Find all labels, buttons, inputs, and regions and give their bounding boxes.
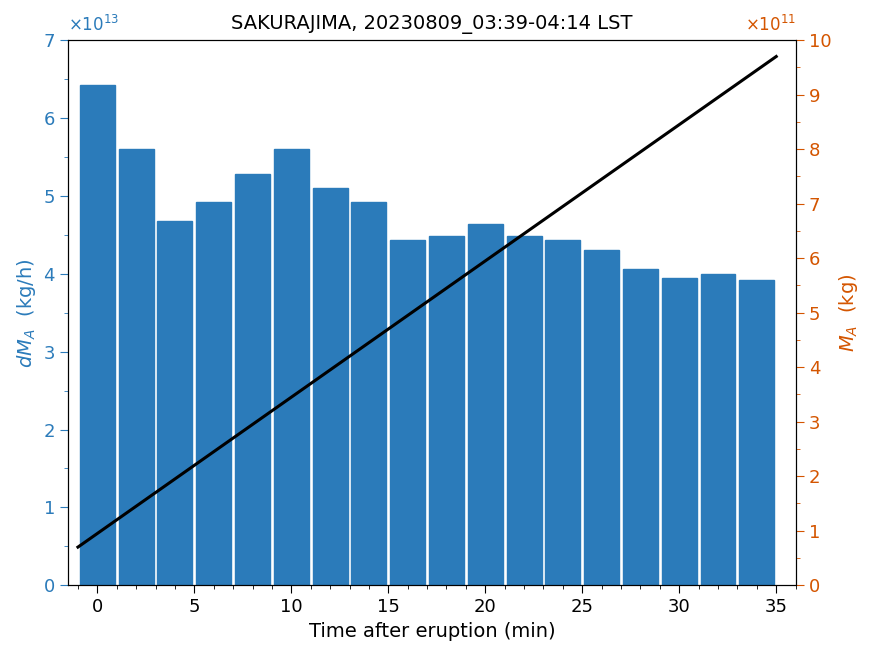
Bar: [545, 239, 580, 585]
Bar: [662, 278, 696, 585]
Bar: [274, 149, 309, 585]
Text: $\times 10^{13}$: $\times 10^{13}$: [68, 14, 119, 35]
Bar: [119, 149, 154, 585]
Y-axis label: $M_A$  (kg): $M_A$ (kg): [837, 274, 860, 352]
Bar: [196, 202, 231, 585]
Bar: [390, 239, 425, 585]
Title: SAKURAJIMA, 20230809_03:39-04:14 LST: SAKURAJIMA, 20230809_03:39-04:14 LST: [231, 15, 633, 34]
Bar: [80, 85, 115, 585]
Bar: [158, 221, 192, 585]
Bar: [468, 224, 503, 585]
Bar: [739, 280, 774, 585]
Y-axis label: $dM_A$  (kg/h): $dM_A$ (kg/h): [15, 258, 38, 367]
Bar: [584, 251, 619, 585]
Bar: [507, 236, 542, 585]
Bar: [352, 202, 387, 585]
Bar: [235, 174, 270, 585]
Bar: [623, 269, 658, 585]
Bar: [312, 188, 347, 585]
Bar: [429, 236, 464, 585]
Bar: [701, 274, 736, 585]
Text: $\times 10^{11}$: $\times 10^{11}$: [745, 14, 795, 35]
X-axis label: Time after eruption (min): Time after eruption (min): [309, 622, 556, 641]
